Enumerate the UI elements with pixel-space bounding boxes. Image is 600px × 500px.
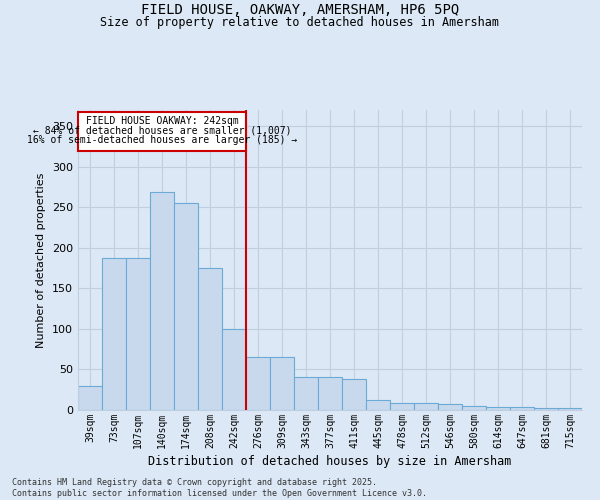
Bar	[270, 358, 294, 410]
Bar	[294, 377, 318, 410]
Bar	[318, 377, 342, 410]
Text: Contains HM Land Registry data © Crown copyright and database right 2025.
Contai: Contains HM Land Registry data © Crown c…	[12, 478, 427, 498]
Y-axis label: Number of detached properties: Number of detached properties	[37, 172, 46, 348]
Text: 16% of semi-detached houses are larger (185) →: 16% of semi-detached houses are larger (…	[27, 135, 297, 145]
Bar	[198, 268, 222, 410]
Bar	[78, 386, 102, 410]
Text: Size of property relative to detached houses in Amersham: Size of property relative to detached ho…	[101, 16, 499, 29]
Text: Distribution of detached houses by size in Amersham: Distribution of detached houses by size …	[148, 455, 512, 468]
Bar	[366, 400, 390, 410]
Bar	[174, 203, 198, 410]
Bar	[222, 329, 246, 410]
Text: FIELD HOUSE, OAKWAY, AMERSHAM, HP6 5PQ: FIELD HOUSE, OAKWAY, AMERSHAM, HP6 5PQ	[141, 2, 459, 16]
Bar	[486, 407, 510, 410]
Bar	[150, 192, 174, 410]
Bar	[534, 408, 558, 410]
Bar	[246, 358, 270, 410]
Bar	[510, 407, 534, 410]
Bar	[414, 402, 438, 410]
Bar	[558, 408, 582, 410]
Bar	[126, 258, 150, 410]
Bar	[102, 258, 126, 410]
Bar	[390, 402, 414, 410]
Bar	[438, 404, 462, 410]
Text: ← 84% of detached houses are smaller (1,007): ← 84% of detached houses are smaller (1,…	[33, 126, 291, 136]
Bar	[342, 379, 366, 410]
Text: FIELD HOUSE OAKWAY: 242sqm: FIELD HOUSE OAKWAY: 242sqm	[86, 116, 238, 126]
FancyBboxPatch shape	[78, 112, 246, 150]
Bar	[462, 406, 486, 410]
